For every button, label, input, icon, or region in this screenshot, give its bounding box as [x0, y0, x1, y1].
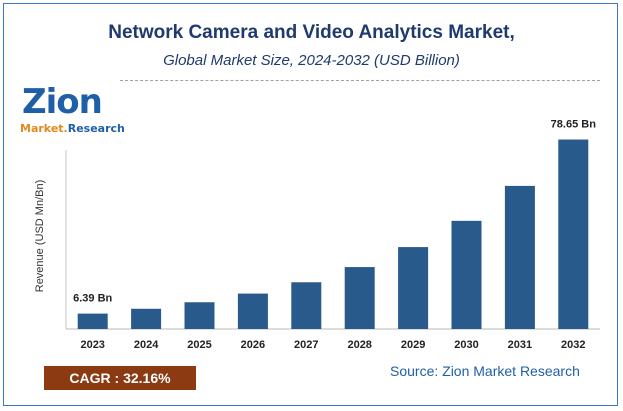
x-tick-2025: 2025	[187, 339, 211, 351]
x-tick-2024: 2024	[134, 339, 159, 351]
bar-2029	[398, 247, 428, 329]
source-note: Source: Zion Market Research	[390, 363, 580, 379]
bar-2026	[238, 294, 268, 329]
bar-2027	[291, 282, 321, 329]
x-tick-2026: 2026	[241, 339, 265, 351]
x-tick-2032: 2032	[561, 339, 585, 351]
bar-2028	[345, 267, 375, 329]
x-tick-2031: 2031	[508, 339, 532, 351]
x-tick-2030: 2030	[454, 339, 478, 351]
bar-2023	[78, 314, 108, 329]
bar-2030	[452, 221, 482, 329]
bar-2031	[505, 186, 535, 329]
x-tick-2029: 2029	[401, 339, 425, 351]
bar-2032	[558, 140, 588, 329]
data-label-2023: 6.39 Bn	[73, 293, 112, 305]
x-tick-2028: 2028	[347, 339, 371, 351]
x-tick-2023: 2023	[80, 339, 104, 351]
bar-2024	[131, 309, 161, 329]
cagr-badge: CAGR : 32.16%	[44, 366, 196, 390]
bar-2025	[185, 302, 215, 329]
data-label-2032: 78.65 Bn	[551, 119, 597, 131]
x-tick-2027: 2027	[294, 339, 318, 351]
